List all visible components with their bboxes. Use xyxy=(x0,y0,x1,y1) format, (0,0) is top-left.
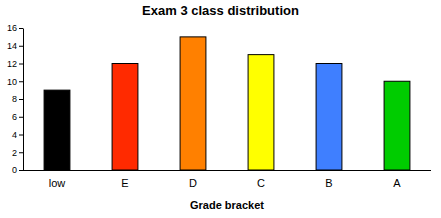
y-tick: 14 xyxy=(7,41,23,51)
y-tick-mark xyxy=(19,170,23,171)
y-tick: 16 xyxy=(7,23,23,33)
x-tick: B xyxy=(325,170,332,189)
y-tick-mark xyxy=(19,99,23,100)
y-axis-line xyxy=(23,29,24,171)
x-tick: E xyxy=(121,170,128,189)
y-tick-mark xyxy=(19,135,23,136)
y-tick-label: 14 xyxy=(7,41,17,51)
bar xyxy=(316,64,342,171)
x-tick-label: E xyxy=(121,177,128,189)
title: Exam 3 class distribution xyxy=(142,3,299,18)
y-axis: 0 2 4 6 8 10 12 14 16 xyxy=(7,23,24,175)
x-tick-label: D xyxy=(189,177,197,189)
x-tick: A xyxy=(393,170,401,189)
y-tick: 4 xyxy=(12,130,23,140)
y-tick-label: 8 xyxy=(12,94,17,104)
y-tick-label: 4 xyxy=(12,130,17,140)
x-tick: C xyxy=(257,170,265,189)
bar xyxy=(384,81,410,170)
bar xyxy=(44,90,70,170)
y-tick-mark xyxy=(19,81,23,82)
x-axis-line xyxy=(23,170,431,171)
y-tick-label: 2 xyxy=(12,148,17,158)
y-tick: 8 xyxy=(12,94,23,104)
x-tick-label: B xyxy=(325,177,332,189)
y-tick-label: 6 xyxy=(12,112,17,122)
y-tick-label: 0 xyxy=(12,165,17,175)
bars xyxy=(44,37,410,170)
x-tick-label: low xyxy=(49,177,66,189)
bar xyxy=(248,55,274,170)
y-tick-mark xyxy=(19,46,23,47)
x-axis-title: Grade bracket xyxy=(190,199,264,211)
x-axis: low E D C B A xyxy=(23,170,431,189)
bar xyxy=(112,64,138,171)
y-tick: 12 xyxy=(7,59,23,69)
y-tick: 2 xyxy=(12,148,23,158)
bar xyxy=(180,37,206,170)
y-tick-label: 12 xyxy=(7,59,17,69)
y-tick-mark xyxy=(19,117,23,118)
x-tick: D xyxy=(189,170,197,189)
x-tick-label: A xyxy=(393,177,401,189)
y-tick: 0 xyxy=(12,165,23,175)
y-tick-mark xyxy=(19,28,23,29)
plot: 0 2 4 6 8 10 12 14 16 low E D C B A xyxy=(7,23,431,188)
y-tick-mark xyxy=(19,152,23,153)
y-tick-mark xyxy=(19,64,23,65)
y-tick: 10 xyxy=(7,77,23,87)
x-tick-label: C xyxy=(257,177,265,189)
y-tick-label: 10 xyxy=(7,77,17,87)
y-tick-label: 16 xyxy=(7,23,17,33)
chart: 0 2 4 6 8 10 12 14 16 low E D C B A Exam 3 class distri… xyxy=(0,0,441,218)
y-tick: 6 xyxy=(12,112,23,122)
x-tick: low xyxy=(49,170,66,189)
